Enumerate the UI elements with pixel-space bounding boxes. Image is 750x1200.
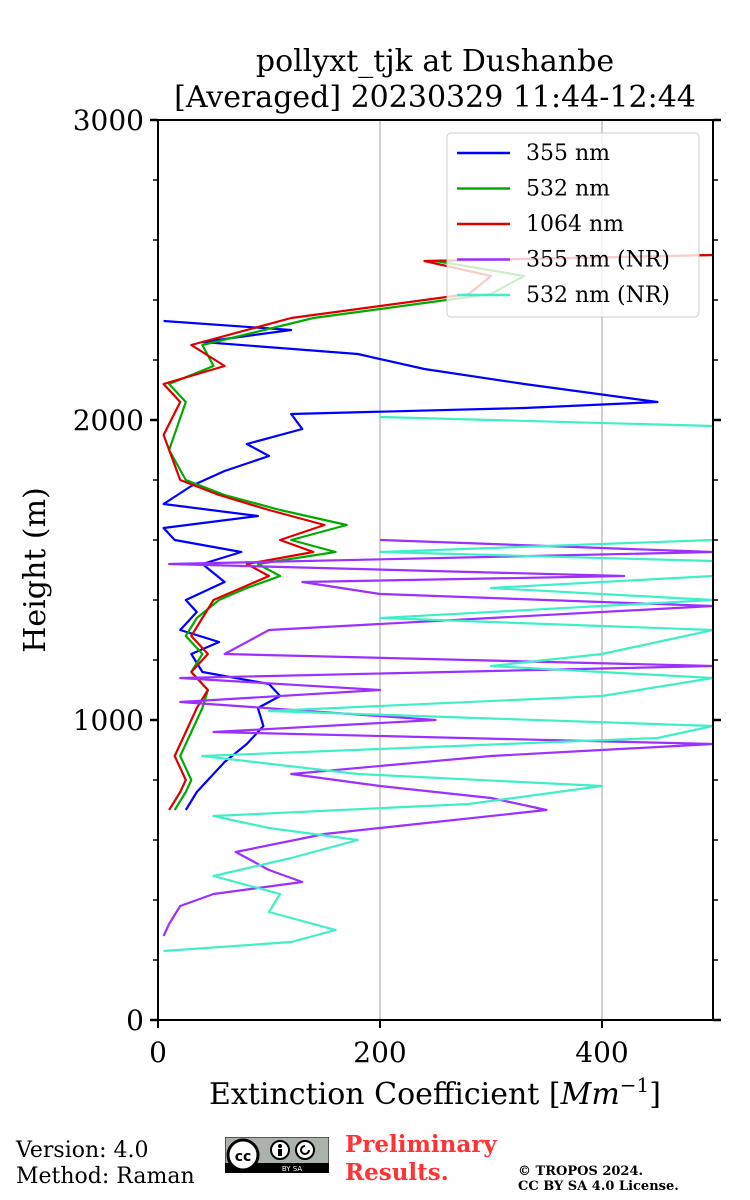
copyright-line1: © TROPOS 2024. bbox=[518, 1164, 644, 1179]
copyright-notice: © TROPOS 2024. CC BY SA 4.0 License. bbox=[518, 1164, 679, 1194]
x-axis-label-text: Extinction Coefficient bbox=[209, 1077, 539, 1112]
preliminary-results-notice: Preliminary Results. bbox=[345, 1131, 497, 1187]
x-tick-label: 200 bbox=[353, 1036, 406, 1069]
plot-frame bbox=[157, 119, 714, 1021]
y-tick-label: 3000 bbox=[73, 104, 144, 137]
legend-label: 532 nm (NR) bbox=[526, 283, 670, 308]
legend-label: 532 nm bbox=[526, 177, 610, 202]
legend: 355 nm 532 nm 1064 nm 355 nm (NR) 532 nm (NR… bbox=[446, 132, 700, 318]
version-info: Version: 4.0 Method: Raman bbox=[16, 1138, 195, 1190]
series-line-4 bbox=[163, 415, 713, 953]
x-tick-label: 0 bbox=[149, 1036, 167, 1069]
x-axis-unit-close: ] bbox=[649, 1077, 661, 1112]
series-line-2 bbox=[162, 253, 713, 811]
series-lines bbox=[162, 253, 713, 953]
version-text: Version: 4.0 bbox=[16, 1138, 149, 1163]
legend-label: 1064 nm bbox=[526, 212, 624, 237]
x-axis-unit-open: [ bbox=[539, 1077, 560, 1112]
legend-label: 355 nm (NR) bbox=[526, 248, 670, 273]
cc-by-sa-license-icon: cc BY SA bbox=[225, 1137, 329, 1173]
x-axis-unit-base: Mm bbox=[560, 1077, 620, 1112]
y-tick-label: 2000 bbox=[73, 404, 144, 437]
cc-icon-label: cc bbox=[235, 1149, 252, 1165]
axis-ticks: 0 200 400 0 1000 2000 3000 bbox=[73, 104, 721, 1069]
x-axis-label: Extinction Coefficient [Mm−1] bbox=[209, 1073, 661, 1112]
legend-label: 355 nm bbox=[526, 141, 610, 166]
preliminary-line2: Results. bbox=[345, 1159, 449, 1186]
copyright-line2: CC BY SA 4.0 License. bbox=[518, 1179, 679, 1194]
series-line-0 bbox=[162, 319, 659, 811]
x-tick-label: 400 bbox=[575, 1036, 628, 1069]
legend-box bbox=[446, 132, 700, 318]
chart-title-line1: pollyxt_tjk at Dushanbe bbox=[256, 44, 614, 79]
preliminary-line1: Preliminary bbox=[345, 1131, 497, 1158]
cc-by-sa-text: BY SA bbox=[282, 1165, 302, 1173]
sa-icon bbox=[295, 1140, 315, 1160]
series-line-3 bbox=[162, 538, 713, 937]
cc-icon bbox=[226, 1138, 260, 1172]
chart-title-line2: [Averaged] 20230329 11:44-12:44 bbox=[174, 80, 696, 115]
y-tick-label: 0 bbox=[126, 1004, 144, 1037]
x-axis-unit-exp: −1 bbox=[620, 1073, 649, 1097]
y-axis-label: Height (m) bbox=[18, 487, 53, 652]
method-text: Method: Raman bbox=[16, 1164, 195, 1189]
series-line-1 bbox=[168, 253, 713, 811]
y-tick-label: 1000 bbox=[73, 704, 144, 737]
